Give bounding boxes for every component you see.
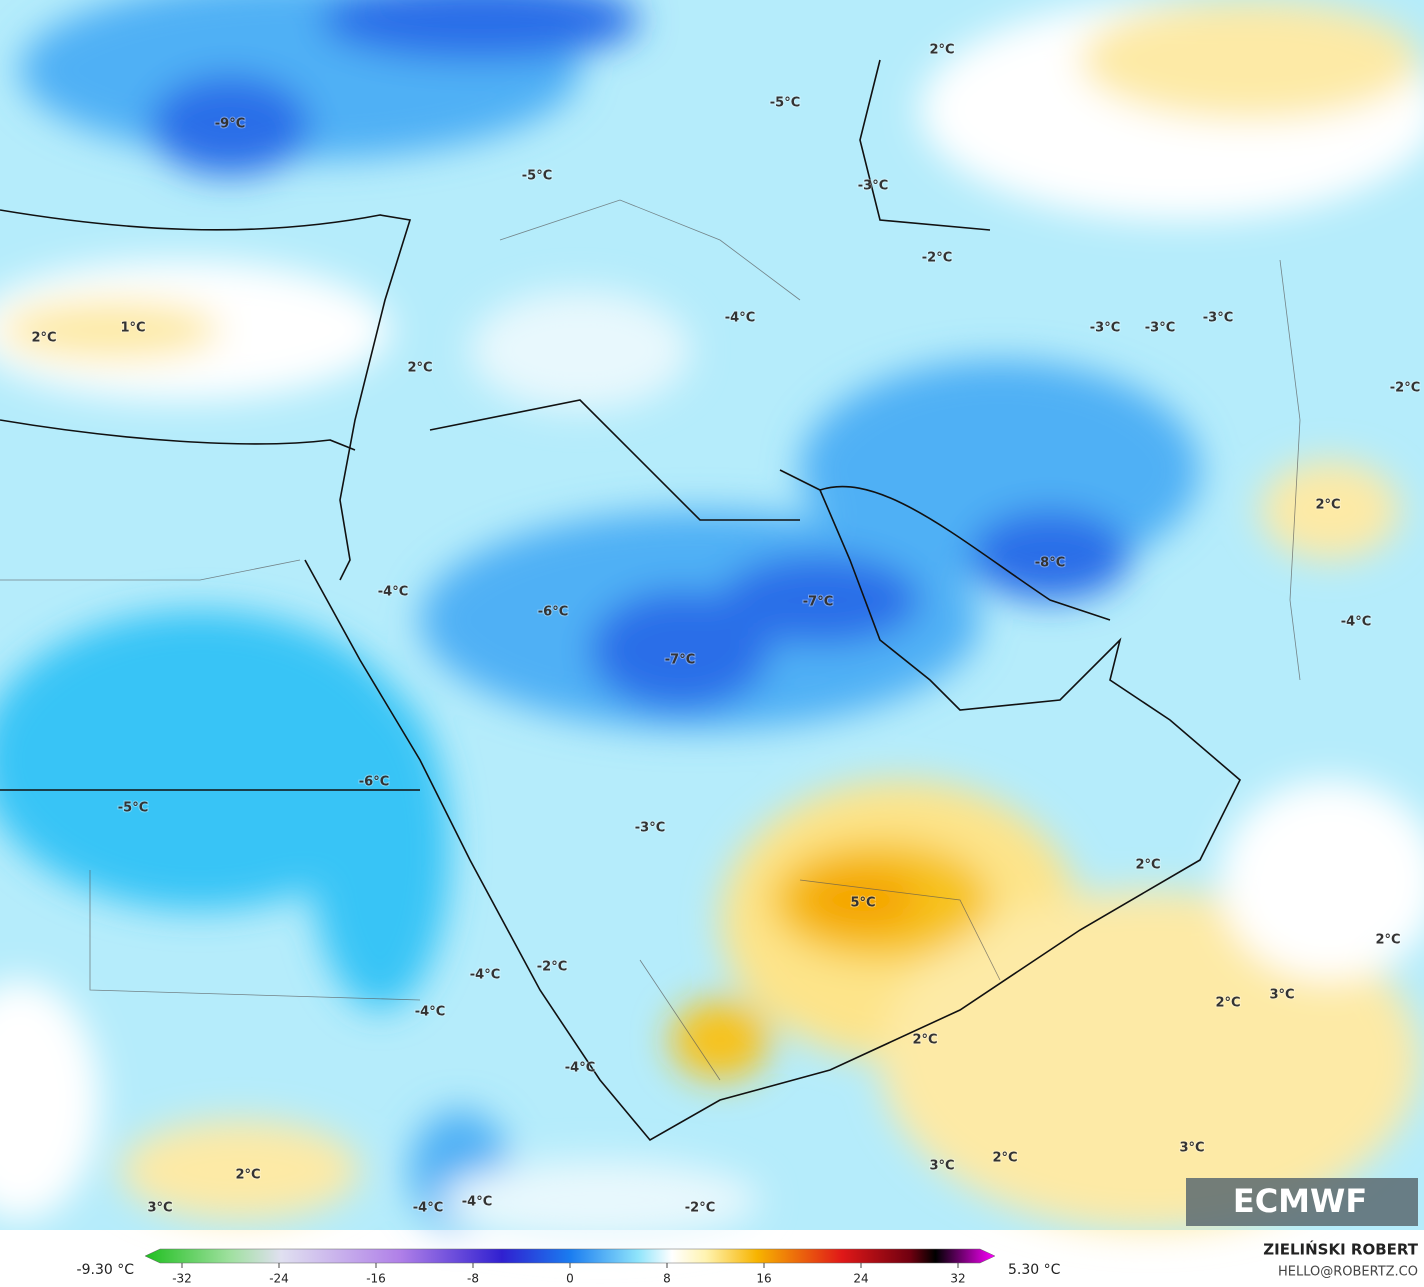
temperature-label: -8°C [1035,556,1065,571]
temperature-label: 3°C [929,1159,954,1174]
temperature-label: -7°C [665,653,695,668]
contact: HELLO@ROBERTZ.CO [1278,1265,1418,1280]
temperature-label: 2°C [1135,858,1160,873]
temperature-label: -2°C [685,1201,715,1216]
temperature-label: -4°C [462,1195,492,1210]
temperature-label: 2°C [235,1168,260,1183]
colorbar-tick-label: -8 [467,1272,479,1286]
colorbar-min: -9.30 °C [77,1262,135,1278]
temperature-label: 3°C [147,1201,172,1216]
temperature-label: 1°C [120,321,145,336]
logo: ECMWF [1233,1182,1367,1220]
colorbar-tick-label: -24 [269,1272,289,1286]
temperature-label: 2°C [1315,498,1340,513]
colorbar-tick-label: 32 [950,1272,965,1286]
colorbar-tick-label: -32 [172,1272,192,1286]
temperature-label: -4°C [415,1005,445,1020]
colorbar [144,1248,996,1264]
logo-box: ECMWF [1186,1178,1418,1226]
map-labels: 2°C -9°C -5°C -5°C -3°C -2°C 2°C 1°C 2°C -4°C -3°C… [30,42,1421,1217]
author: ZIELIŃSKI ROBERT [1263,1240,1418,1259]
temperature-label: -2°C [922,251,952,266]
temperature-label: -3°C [1145,321,1175,336]
temperature-label: -4°C [725,311,755,326]
temperature-label: -4°C [413,1201,443,1216]
temperature-label: 2°C [31,331,56,346]
map [0,0,1424,1240]
temperature-label: 2°C [1215,996,1240,1011]
temperature-label: -4°C [378,585,408,600]
temperature-label: 5°C [850,896,875,911]
temperature-label: 2°C [912,1033,937,1048]
temperature-label: -6°C [359,775,389,790]
temperature-label: -4°C [1341,615,1371,630]
temperature-label: 3°C [1269,988,1294,1003]
temperature-label: -5°C [770,96,800,111]
temperature-label: 2°C [407,361,432,376]
temperature-label: -7°C [803,595,833,610]
colorbar-tick-label: -16 [366,1272,386,1286]
temperature-label: -6°C [538,605,568,620]
temperature-label: 3°C [1179,1141,1204,1156]
temperature-label: -3°C [635,821,665,836]
temperature-label: -2°C [537,960,567,975]
temperature-label: -4°C [470,968,500,983]
colorbar-tick-label: 0 [566,1272,574,1286]
temperature-label: -3°C [1090,321,1120,336]
temperature-label: -9°C [215,117,245,132]
temperature-label: 2°C [1375,933,1400,948]
temperature-label: 2°C [992,1151,1017,1166]
colorbar-tick-label: 24 [853,1272,868,1286]
temperature-label: -2°C [1390,381,1420,396]
temperature-label: -5°C [522,169,552,184]
colorbar-max: 5.30 °C [1008,1262,1061,1278]
colorbar-tick-label: 16 [756,1272,771,1286]
temperature-label: -3°C [858,179,888,194]
colorbar-tick-label: 8 [663,1272,671,1286]
temperature-label: 2°C [929,43,954,58]
temperature-label: -5°C [118,801,148,816]
temperature-label: -3°C [1203,311,1233,326]
temperature-label: -4°C [565,1061,595,1076]
